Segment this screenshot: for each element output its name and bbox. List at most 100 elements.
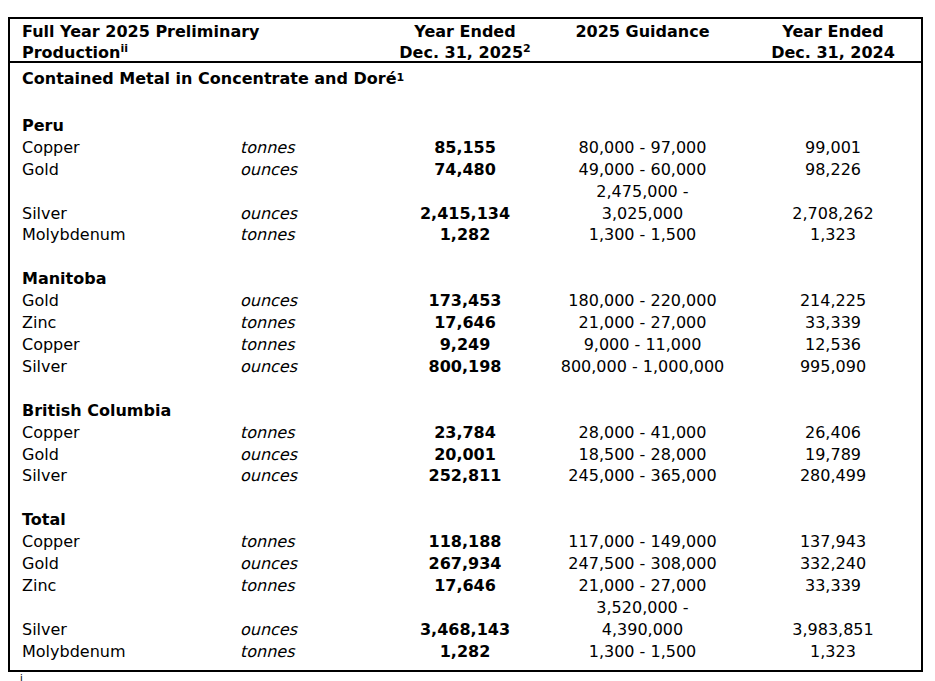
- table-row: Silver ounces 3,468,143 3,520,000 - 4,39…: [10, 597, 921, 641]
- actual-2025-value: 2,415,134: [390, 203, 540, 225]
- guidance-value: 9,000 - 11,000: [540, 334, 745, 356]
- metal-label: Gold: [10, 290, 228, 312]
- guidance-value: 21,000 - 27,000: [540, 575, 745, 597]
- actual-2025-value: 800,198: [390, 356, 540, 378]
- table-row: Copper tonnes 85,155 80,000 - 97,000 99,…: [10, 137, 921, 159]
- spacer: [10, 378, 921, 400]
- actual-2025-value: 23,784: [390, 422, 540, 444]
- actual-2025-value: 74,480: [390, 159, 540, 181]
- table-row: Gold ounces 20,001 18,500 - 28,000 19,78…: [10, 444, 921, 466]
- actual-2025-value: 85,155: [390, 137, 540, 159]
- actual-2024-value: 3,983,851: [745, 619, 921, 641]
- metal-label: Silver: [10, 356, 228, 378]
- actual-2025-value: 1,282: [390, 224, 540, 246]
- footnote-clipped: i: [20, 675, 23, 681]
- unit-label: ounces: [228, 444, 390, 466]
- guidance-value: 80,000 - 97,000: [540, 137, 745, 159]
- unit-label: ounces: [228, 203, 390, 225]
- spacer: [10, 487, 921, 509]
- spacer: [10, 246, 921, 268]
- guidance-value: 28,000 - 41,000: [540, 422, 745, 444]
- guidance-value: 245,000 - 365,000: [540, 465, 745, 487]
- metal-label: Zinc: [10, 312, 228, 334]
- section-header-total: Total: [10, 509, 921, 531]
- unit-label: ounces: [228, 465, 390, 487]
- table-row: Gold ounces 74,480 49,000 - 60,000 98,22…: [10, 159, 921, 181]
- actual-2024-value: 19,789: [745, 444, 921, 466]
- subheader-text: Contained Metal in Concentrate and Doré: [22, 69, 397, 88]
- guidance-value: 1,300 - 1,500: [540, 641, 745, 663]
- table-row: Silver ounces 2,415,134 2,475,000 - 3,02…: [10, 181, 921, 225]
- metal-label: Copper: [10, 137, 228, 159]
- actual-2024-value: 12,536: [745, 334, 921, 356]
- unit-label: ounces: [228, 619, 390, 641]
- metal-label: Silver: [10, 465, 228, 487]
- actual-2025-value: 3,468,143: [390, 619, 540, 641]
- metal-label: Silver: [10, 619, 228, 641]
- metal-label: Gold: [10, 553, 228, 575]
- unit-label: tonnes: [228, 137, 390, 159]
- actual-2024-value: 26,406: [745, 422, 921, 444]
- production-table: Full Year 2025 Preliminary Productionii …: [8, 17, 923, 672]
- metal-label: Molybdenum: [10, 641, 228, 663]
- actual-2025-value: 20,001: [390, 444, 540, 466]
- table-row: Zinc tonnes 17,646 21,000 - 27,000 33,33…: [10, 575, 921, 597]
- guidance-value: 180,000 - 220,000: [540, 290, 745, 312]
- actual-2025-value: 9,249: [390, 334, 540, 356]
- section-header-british-columbia: British Columbia: [10, 400, 921, 422]
- table-row: Gold ounces 173,453 180,000 - 220,000 21…: [10, 290, 921, 312]
- footnote-marker: i: [20, 673, 23, 681]
- unit-label: tonnes: [228, 312, 390, 334]
- guidance-value: 800,000 - 1,000,000: [540, 356, 745, 378]
- actual-2024-value: 214,225: [745, 290, 921, 312]
- header-year-ended-2025: Year Ended Dec. 31, 20252: [390, 21, 540, 63]
- table-row: Silver ounces 252,811 245,000 - 365,000 …: [10, 465, 921, 487]
- table-row: Copper tonnes 9,249 9,000 - 11,000 12,53…: [10, 334, 921, 356]
- section-header-peru: Peru: [10, 115, 921, 137]
- actual-2025-value: 17,646: [390, 575, 540, 597]
- unit-label: tonnes: [228, 641, 390, 663]
- table-row: Zinc tonnes 17,646 21,000 - 27,000 33,33…: [10, 312, 921, 334]
- guidance-value: 21,000 - 27,000: [540, 312, 745, 334]
- actual-2024-value: 280,499: [745, 465, 921, 487]
- actual-2024-value: 33,339: [745, 312, 921, 334]
- metal-label: Zinc: [10, 575, 228, 597]
- header-title: Full Year 2025 Preliminary Productionii: [10, 21, 390, 63]
- guidance-value: 18,500 - 28,000: [540, 444, 745, 466]
- section-header-manitoba: Manitoba: [10, 268, 921, 290]
- unit-label: ounces: [228, 159, 390, 181]
- table-subheader: Contained Metal in Concentrate and Doré1: [10, 63, 921, 93]
- actual-2024-value: 98,226: [745, 159, 921, 181]
- actual-2024-value: 995,090: [745, 356, 921, 378]
- actual-2024-value: 332,240: [745, 553, 921, 575]
- table-row: Gold ounces 267,934 247,500 - 308,000 33…: [10, 553, 921, 575]
- metal-label: Molybdenum: [10, 224, 228, 246]
- unit-label: tonnes: [228, 531, 390, 553]
- guidance-value: 1,300 - 1,500: [540, 224, 745, 246]
- actual-2024-value: 33,339: [745, 575, 921, 597]
- actual-2025-value: 118,188: [390, 531, 540, 553]
- header-year-ended-2024: Year Ended Dec. 31, 2024: [745, 21, 921, 63]
- spacer: [10, 93, 921, 115]
- header-2025-guidance: 2025 Guidance: [540, 21, 745, 63]
- guidance-value: 247,500 - 308,000: [540, 553, 745, 575]
- guidance-value: 3,520,000 - 4,390,000: [540, 597, 745, 641]
- unit-label: ounces: [228, 290, 390, 312]
- unit-label: tonnes: [228, 224, 390, 246]
- unit-label: tonnes: [228, 575, 390, 597]
- metal-label: Gold: [10, 444, 228, 466]
- actual-2025-value: 17,646: [390, 312, 540, 334]
- header-title-line1: Full Year 2025 Preliminary: [22, 22, 260, 41]
- metal-label: Gold: [10, 159, 228, 181]
- unit-label: tonnes: [228, 422, 390, 444]
- actual-2024-value: 99,001: [745, 137, 921, 159]
- guidance-value: 117,000 - 149,000: [540, 531, 745, 553]
- header-title-line2: Production: [22, 43, 120, 62]
- unit-label: ounces: [228, 356, 390, 378]
- guidance-value: 2,475,000 - 3,025,000: [540, 181, 745, 225]
- actual-2024-value: 137,943: [745, 531, 921, 553]
- metal-label: Copper: [10, 422, 228, 444]
- table-row: Copper tonnes 118,188 117,000 - 149,000 …: [10, 531, 921, 553]
- actual-2025-value: 267,934: [390, 553, 540, 575]
- table-row: Silver ounces 800,198 800,000 - 1,000,00…: [10, 356, 921, 378]
